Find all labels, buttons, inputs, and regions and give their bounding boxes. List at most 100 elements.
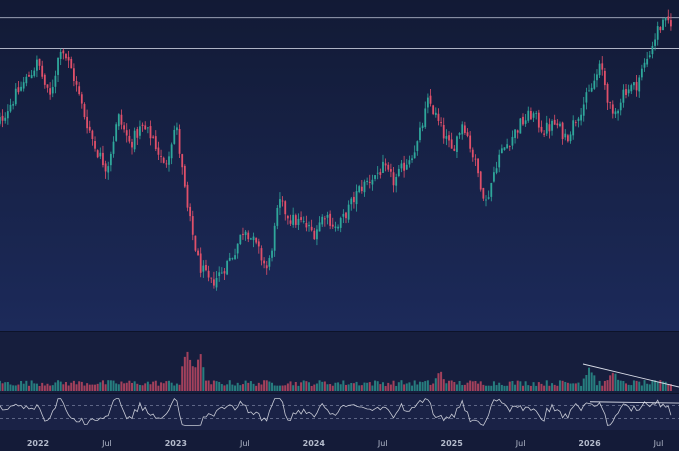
candle-body bbox=[117, 114, 120, 127]
volume-bar bbox=[157, 385, 160, 391]
candle-body bbox=[218, 272, 221, 277]
volume-bar bbox=[485, 385, 488, 391]
volume-bar bbox=[363, 382, 366, 391]
candle-body bbox=[654, 39, 656, 46]
candle-body bbox=[133, 130, 136, 150]
volume-bar bbox=[669, 384, 672, 391]
volume-bar bbox=[17, 384, 20, 391]
volume-bar bbox=[527, 385, 530, 391]
volume-bar bbox=[72, 380, 75, 391]
candle-body bbox=[199, 253, 202, 273]
candle-body bbox=[593, 80, 596, 89]
candle-body bbox=[38, 58, 41, 66]
volume-bar bbox=[625, 383, 628, 391]
candle-body bbox=[276, 207, 279, 226]
candle-body bbox=[405, 164, 408, 170]
candle-body bbox=[176, 127, 178, 131]
candle-body bbox=[215, 277, 218, 288]
candle-body bbox=[366, 180, 369, 183]
candle-body bbox=[265, 265, 268, 269]
time-axis: 2022 Jul 2023 Jul 2024 Jul 2025 Jul 2026 Jul bbox=[27, 439, 664, 448]
volume-bar bbox=[239, 385, 242, 391]
candle-body bbox=[99, 152, 102, 157]
candle-body bbox=[300, 217, 302, 220]
candle-body bbox=[479, 171, 482, 190]
candle-body bbox=[46, 84, 49, 88]
candle-body bbox=[54, 75, 57, 87]
volume-bar bbox=[516, 380, 519, 391]
candle-body bbox=[506, 144, 509, 149]
volume-bar bbox=[91, 384, 94, 391]
candle-body bbox=[598, 63, 601, 76]
volume-bar bbox=[83, 385, 86, 391]
candle-body bbox=[574, 122, 577, 123]
candle-body bbox=[382, 161, 384, 173]
candle-body bbox=[1, 115, 4, 121]
volume-bar bbox=[27, 385, 30, 391]
candle-body bbox=[17, 87, 20, 93]
candle-body bbox=[495, 168, 498, 173]
candle-body bbox=[485, 199, 487, 201]
volume-bar bbox=[519, 381, 522, 391]
volume-bar bbox=[342, 380, 345, 391]
time-tick-label: Jul bbox=[101, 439, 112, 448]
candles bbox=[0, 9, 672, 291]
candle-body bbox=[78, 86, 81, 95]
candle-body bbox=[596, 74, 598, 81]
volume-bar bbox=[210, 384, 213, 391]
candle-body bbox=[556, 123, 559, 126]
candle-body bbox=[139, 126, 141, 136]
volume-bar bbox=[614, 373, 617, 391]
volume-bar bbox=[170, 382, 173, 391]
horizontal-levels bbox=[0, 17, 679, 49]
volume-bar bbox=[498, 382, 501, 391]
volume-bar bbox=[503, 385, 506, 391]
candle-body bbox=[532, 113, 535, 118]
volume-bar bbox=[104, 384, 107, 391]
candle-body bbox=[390, 169, 392, 172]
candle-body bbox=[33, 70, 36, 76]
volume-bar bbox=[482, 384, 485, 391]
volume-bar bbox=[133, 381, 136, 391]
volume-bar bbox=[178, 384, 181, 391]
volume-bar bbox=[265, 380, 268, 391]
candle-body bbox=[72, 68, 75, 82]
volume-bar bbox=[376, 381, 379, 391]
volume-bar bbox=[294, 381, 297, 391]
volume-bar bbox=[35, 383, 38, 391]
candle-body bbox=[125, 130, 128, 136]
candle-body bbox=[345, 212, 347, 219]
volume-bar bbox=[442, 379, 445, 391]
volume-bar bbox=[38, 385, 41, 391]
candle-body bbox=[57, 57, 59, 75]
volume-bar bbox=[426, 380, 429, 391]
candle-body bbox=[146, 127, 149, 129]
volume-trend-line bbox=[582, 363, 679, 388]
candle-body bbox=[448, 135, 450, 141]
volume-bar bbox=[440, 371, 443, 391]
candle-body bbox=[165, 163, 168, 165]
volume-bar bbox=[582, 378, 585, 391]
volume-bar bbox=[228, 380, 231, 391]
candle-body bbox=[450, 139, 453, 149]
candle-body bbox=[104, 163, 107, 172]
candle-body bbox=[371, 179, 374, 185]
volume-bar bbox=[474, 381, 477, 391]
volume-bar bbox=[368, 382, 371, 391]
volume-bar bbox=[144, 383, 147, 391]
candle-body bbox=[168, 156, 170, 165]
volume-bar bbox=[595, 385, 598, 391]
time-tick-label: 2026 bbox=[578, 439, 601, 448]
volume-bar bbox=[374, 380, 377, 391]
candle-body bbox=[630, 85, 633, 92]
candle-body bbox=[609, 102, 612, 103]
candle-body bbox=[144, 125, 147, 130]
time-tick-label: 2022 bbox=[27, 439, 49, 448]
volume-bar bbox=[540, 383, 543, 391]
volume-bar bbox=[487, 385, 490, 391]
candle-body bbox=[96, 150, 99, 158]
volume-bar bbox=[123, 383, 126, 391]
volume-bar bbox=[43, 385, 46, 391]
volume-bar bbox=[479, 381, 482, 391]
candle-body bbox=[503, 147, 506, 150]
